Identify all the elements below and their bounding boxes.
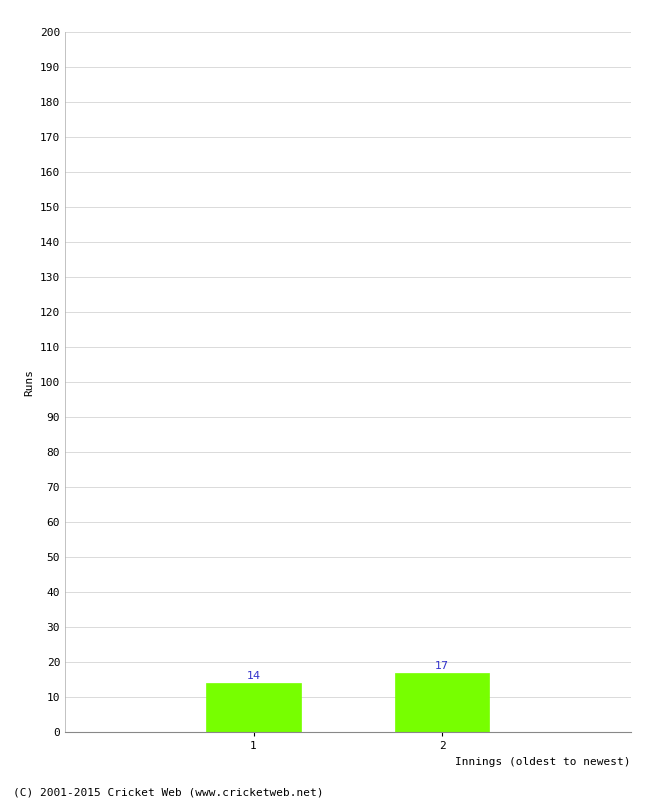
- Text: (C) 2001-2015 Cricket Web (www.cricketweb.net): (C) 2001-2015 Cricket Web (www.cricketwe…: [13, 787, 324, 798]
- X-axis label: Innings (oldest to newest): Innings (oldest to newest): [455, 757, 630, 766]
- Bar: [207, 683, 300, 732]
- Y-axis label: Runs: Runs: [24, 369, 34, 395]
- Bar: [395, 673, 489, 732]
- Text: 17: 17: [435, 661, 449, 670]
- Text: 14: 14: [246, 671, 261, 682]
